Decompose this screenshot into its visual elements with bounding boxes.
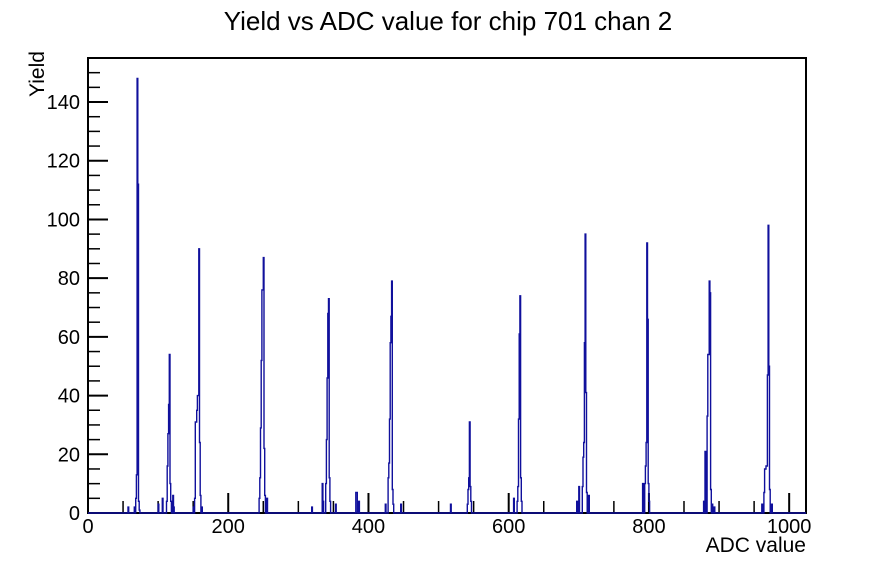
x-tick-label: 600 <box>492 516 525 538</box>
y-tick-label: 120 <box>47 151 80 173</box>
y-tick-label: 140 <box>47 92 80 114</box>
x-axis-title: ADC value <box>705 534 806 557</box>
x-tick-label: 200 <box>212 516 245 538</box>
x-tick-label: 1000 <box>767 516 812 538</box>
x-tick-label: 400 <box>352 516 385 538</box>
y-tick-label: 0 <box>69 503 80 525</box>
x-tick-label: 800 <box>632 516 665 538</box>
y-tick-label: 80 <box>58 268 80 290</box>
y-tick-label: 100 <box>47 209 80 231</box>
histogram-line <box>88 77 806 514</box>
x-tick-label: 0 <box>82 516 93 538</box>
y-tick-label: 20 <box>58 444 80 466</box>
y-tick-label: 60 <box>58 327 80 349</box>
chart-title: Yield vs ADC value for chip 701 chan 2 <box>223 6 673 36</box>
y-tick-label: 40 <box>58 386 80 408</box>
